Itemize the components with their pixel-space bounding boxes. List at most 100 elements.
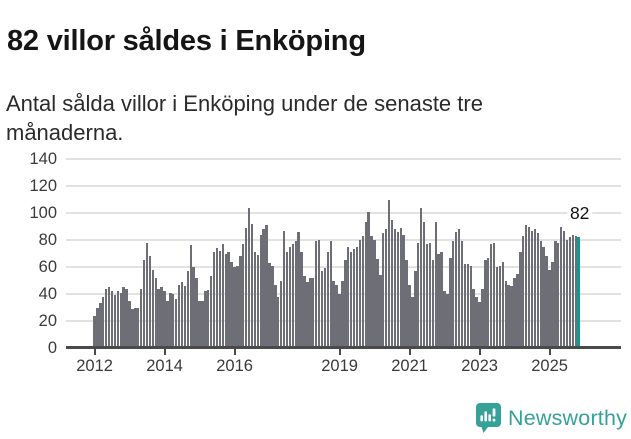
bar [364, 222, 367, 348]
bar [236, 265, 239, 348]
x-axis-tick-label: 2012 [76, 357, 113, 375]
bar [224, 253, 227, 348]
bar [524, 225, 528, 348]
bar [134, 307, 137, 348]
bar [113, 295, 117, 348]
bar [96, 307, 99, 348]
y-axis-tick-label: 40 [38, 285, 57, 303]
bar [498, 265, 502, 348]
bar [201, 300, 204, 348]
x-axis-tick [233, 349, 236, 355]
brand-name: Newsworthy [508, 405, 628, 430]
bar [562, 230, 566, 348]
bar [384, 229, 388, 348]
x-axis-tick-label: 2014 [146, 357, 183, 375]
bar [501, 261, 505, 348]
bar [332, 280, 335, 348]
bar [166, 300, 169, 348]
bar [312, 277, 315, 348]
bar [172, 294, 175, 348]
bar [568, 237, 572, 348]
bar [422, 222, 426, 348]
bar [151, 269, 155, 348]
newsworthy-bar-chart-bubble-icon [476, 403, 501, 433]
bar [145, 242, 149, 348]
bar [405, 260, 408, 348]
bar [262, 229, 265, 348]
bar [256, 254, 260, 348]
newsworthy-logo[interactable]: Newsworthy [476, 403, 627, 433]
x-axis-tick [338, 349, 341, 355]
bar [519, 252, 522, 348]
bar [329, 241, 332, 348]
bar [142, 260, 146, 348]
bar [180, 281, 184, 348]
bar [198, 300, 201, 348]
bar [370, 235, 373, 348]
bar [300, 252, 303, 348]
page-title: 82 villor såldes i Enköping [7, 25, 366, 58]
bar [454, 231, 458, 348]
bar [571, 234, 575, 348]
bar [279, 280, 283, 348]
bar [306, 281, 309, 348]
bar [265, 225, 268, 348]
x-axis-tick [93, 349, 96, 355]
bar [373, 240, 376, 348]
gridline [66, 266, 621, 268]
bar [551, 261, 554, 348]
bar [242, 244, 245, 348]
bar [189, 245, 192, 348]
bar [478, 302, 481, 348]
bar [268, 262, 271, 348]
x-axis-tick-label: 2025 [531, 357, 568, 375]
bar [536, 233, 540, 348]
bar [557, 242, 560, 348]
bar [469, 265, 472, 348]
bar [382, 233, 385, 348]
y-axis-tick-label: 60 [38, 258, 57, 276]
bar [317, 240, 321, 348]
bar [139, 288, 143, 348]
bar [387, 199, 391, 348]
bar [358, 240, 362, 348]
bar [314, 241, 318, 348]
bar [192, 267, 195, 348]
bar [326, 252, 330, 348]
x-axis-tick [478, 349, 481, 355]
x-axis-line [66, 346, 621, 349]
bar [554, 241, 557, 348]
bar [344, 260, 347, 348]
bar [271, 265, 274, 348]
bar [361, 235, 365, 348]
bar [107, 287, 111, 348]
bar [466, 264, 470, 348]
bar [253, 252, 257, 348]
bar [411, 296, 414, 348]
x-axis-tick [163, 349, 166, 355]
y-axis-tick-label: 120 [29, 177, 57, 195]
bar [128, 300, 131, 348]
bar [116, 291, 120, 348]
bar [131, 308, 134, 348]
gridline [66, 212, 621, 214]
bar [148, 256, 152, 348]
bar [463, 264, 467, 348]
x-axis-tick [408, 349, 411, 355]
bar [215, 248, 219, 348]
bar [163, 291, 166, 348]
bar [323, 268, 327, 348]
bar [204, 291, 207, 348]
bar [285, 252, 289, 348]
bar [227, 252, 230, 348]
bar [513, 277, 516, 348]
bar [169, 292, 172, 348]
bar [390, 219, 394, 348]
bar [102, 296, 105, 348]
bar [341, 280, 344, 348]
bar [93, 315, 96, 348]
bar [247, 207, 251, 348]
bar [542, 246, 545, 348]
bar [565, 240, 569, 348]
